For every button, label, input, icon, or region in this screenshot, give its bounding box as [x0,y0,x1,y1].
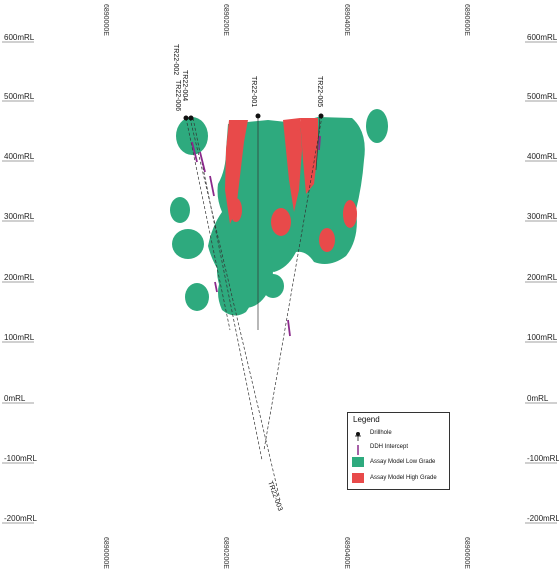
easting-label: 6890000E [102,537,109,569]
intercept-icon [352,442,364,455]
legend-item-low-grade: Assay Model Low Grade [352,456,435,468]
low-grade-swatch-icon [352,457,364,467]
rl-label: 0mRL [4,394,26,403]
easting-label: 6890600E [463,537,470,569]
rl-label: 400mRL [527,152,558,161]
drillhole-label: TR22-001 [250,76,257,107]
ddh-intercepts [191,135,321,337]
rl-label: -200mRL [4,514,37,523]
rl-label: -100mRL [4,454,37,463]
easting-label: 6890200E [222,4,229,36]
rl-label: 200mRL [4,273,35,282]
drillhole-label: TR22-006 [174,80,181,111]
rl-label: 600mRL [4,33,35,42]
rl-label: 200mRL [527,273,558,282]
legend-label: Assay Model High Grade [370,475,437,481]
rl-label: 100mRL [4,333,35,342]
legend-item-high-grade: Assay Model High Grade [352,472,437,484]
rl-label: 600mRL [527,33,558,42]
drillhole-traces [185,115,323,501]
rl-label: -100mRL [527,454,559,463]
easting-axis-bottom: 6890000E 6890200E 6890400E 6890600E [102,537,470,569]
legend-label: Drillhole [370,430,392,436]
drillhole-collars [183,113,324,121]
drillhole-label: TR22-005 [316,76,323,107]
rl-label: 500mRL [4,92,35,101]
drillhole-icon [352,428,364,441]
easting-label: 6890400E [343,537,350,569]
legend: Legend Drillhole DDH Intercept Assay Mod… [347,412,450,490]
legend-label: Assay Model Low Grade [370,459,436,465]
rl-label: 100mRL [527,333,558,342]
easting-axis-top: 6890000E 6890200E 6890400E 6890600E [102,4,470,36]
rl-label: -200mRL [527,514,559,523]
high-grade-model [225,118,357,252]
drillhole-label: TR22-002 [172,44,179,75]
legend-title: Legend [353,415,380,424]
rl-axis-left: 600mRL 500mRL 400mRL 300mRL 200mRL 100mR… [2,33,37,524]
rl-axis-right: 600mRL 500mRL 400mRL 300mRL 200mRL 100mR… [525,33,559,524]
easting-label: 6890600E [463,4,470,36]
easting-label: 6890400E [343,4,350,36]
easting-label: 6890000E [102,4,109,36]
rl-label: 0mRL [527,394,549,403]
legend-item-drillhole: Drillhole [352,427,392,441]
easting-label: 6890200E [222,537,229,569]
rl-label: 500mRL [527,92,558,101]
rl-label: 400mRL [4,152,35,161]
drillhole-label: TR22-003 [266,480,283,512]
high-grade-swatch-icon [352,473,364,483]
rl-label: 300mRL [527,212,558,221]
rl-label: 300mRL [4,212,35,221]
legend-label: DDH Intercept [370,444,409,450]
drillhole-label: TR22-004 [181,70,188,101]
legend-item-ddh-intercept: DDH Intercept [352,441,409,455]
